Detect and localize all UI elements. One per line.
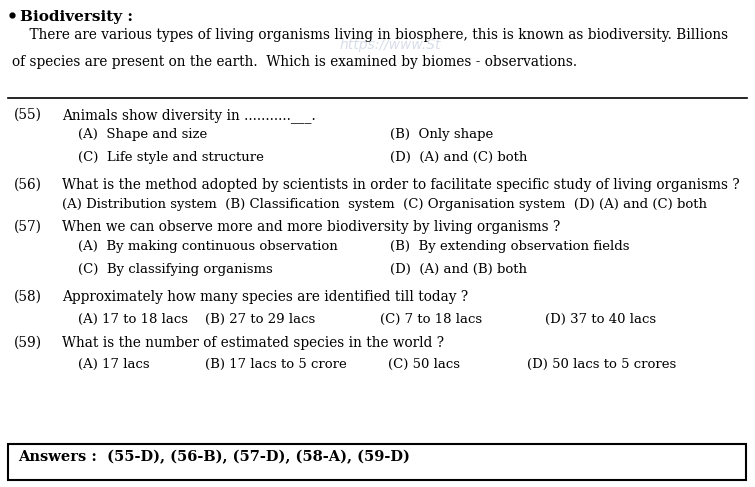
Text: (A) Distribution system  (B) Classification  system  (C) Organisation system  (D: (A) Distribution system (B) Classificati…	[62, 198, 707, 211]
Text: (A) 17 lacs: (A) 17 lacs	[78, 358, 149, 371]
Text: (C) 7 to 18 lacs: (C) 7 to 18 lacs	[380, 313, 482, 326]
Text: (58): (58)	[14, 290, 42, 304]
Text: (B)  Only shape: (B) Only shape	[390, 128, 493, 141]
Text: (A)  By making continuous observation: (A) By making continuous observation	[78, 240, 337, 253]
Text: Answers :  (55-D), (56-B), (57-D), (58-A), (59-D): Answers : (55-D), (56-B), (57-D), (58-A)…	[18, 450, 410, 464]
FancyBboxPatch shape	[8, 444, 746, 480]
Text: (C) 50 lacs: (C) 50 lacs	[388, 358, 460, 371]
Text: (B)  By extending observation fields: (B) By extending observation fields	[390, 240, 630, 253]
Text: Animals show diversity in ...........___.: Animals show diversity in ...........___…	[62, 108, 316, 123]
Text: (D)  (A) and (B) both: (D) (A) and (B) both	[390, 263, 527, 276]
Text: (59): (59)	[14, 336, 42, 350]
Text: (A) 17 to 18 lacs: (A) 17 to 18 lacs	[78, 313, 188, 326]
Text: (C)  Life style and structure: (C) Life style and structure	[78, 151, 264, 164]
Text: (D)  (A) and (C) both: (D) (A) and (C) both	[390, 151, 528, 164]
Text: (B) 17 lacs to 5 crore: (B) 17 lacs to 5 crore	[205, 358, 347, 371]
Text: (A)  Shape and size: (A) Shape and size	[78, 128, 208, 141]
Text: (55): (55)	[14, 108, 42, 122]
Text: (C)  By classifying organisms: (C) By classifying organisms	[78, 263, 273, 276]
Text: (57): (57)	[14, 220, 42, 234]
Text: (B) 27 to 29 lacs: (B) 27 to 29 lacs	[205, 313, 316, 326]
Text: When we can observe more and more biodiversity by living organisms ?: When we can observe more and more biodiv…	[62, 220, 560, 234]
Text: Approximately how many species are identified till today ?: Approximately how many species are ident…	[62, 290, 468, 304]
Text: What is the number of estimated species in the world ?: What is the number of estimated species …	[62, 336, 444, 350]
Text: There are various types of living organisms living in biosphere, this is known a: There are various types of living organi…	[12, 28, 728, 42]
Text: https://www.St: https://www.St	[339, 38, 441, 52]
Text: of species are present on the earth.  Which is examined by biomes - observations: of species are present on the earth. Whi…	[12, 55, 577, 69]
Text: (56): (56)	[14, 178, 42, 192]
Text: (D) 50 lacs to 5 crores: (D) 50 lacs to 5 crores	[527, 358, 676, 371]
Text: (D) 37 to 40 lacs: (D) 37 to 40 lacs	[545, 313, 656, 326]
Text: What is the method adopted by scientists in order to facilitate specific study o: What is the method adopted by scientists…	[62, 178, 740, 192]
Text: Biodiversity :: Biodiversity :	[20, 10, 133, 24]
